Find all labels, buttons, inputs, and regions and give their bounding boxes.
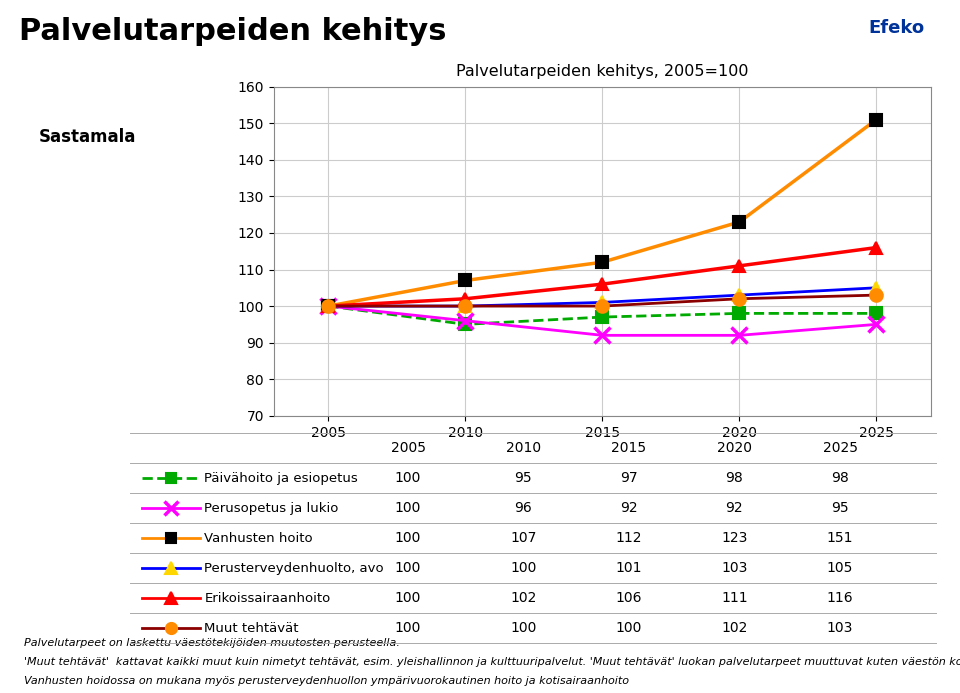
Text: 2005: 2005	[391, 441, 425, 455]
Text: 98: 98	[726, 471, 743, 485]
Text: 2020: 2020	[717, 441, 752, 455]
Text: Perusterveydenhuolto, avo: Perusterveydenhuolto, avo	[204, 561, 384, 574]
Text: Palvelutarpeet on laskettu väestötekijöiden muutosten perusteella.: Palvelutarpeet on laskettu väestötekijöi…	[24, 638, 400, 648]
Text: 105: 105	[827, 561, 853, 575]
Text: 96: 96	[515, 501, 532, 515]
Text: 111: 111	[721, 591, 748, 605]
Text: 95: 95	[515, 471, 532, 485]
Text: Päivähoito ja esiopetus: Päivähoito ja esiopetus	[204, 472, 358, 484]
Text: 97: 97	[620, 471, 637, 485]
Text: 101: 101	[615, 561, 642, 575]
Text: 92: 92	[726, 501, 743, 515]
Text: 112: 112	[615, 531, 642, 545]
Text: 2025: 2025	[823, 441, 857, 455]
Title: Palvelutarpeiden kehitys, 2005=100: Palvelutarpeiden kehitys, 2005=100	[456, 64, 749, 78]
Text: Vanhusten hoidossa on mukana myös perusterveydenhuollon ympärivuorokautinen hoit: Vanhusten hoidossa on mukana myös perust…	[24, 676, 629, 686]
Text: 98: 98	[831, 471, 849, 485]
Text: Palvelutarpeiden kehitys: Palvelutarpeiden kehitys	[19, 17, 446, 46]
Text: Muut tehtävät: Muut tehtävät	[204, 622, 299, 635]
FancyBboxPatch shape	[0, 58, 959, 684]
Text: 116: 116	[827, 591, 853, 605]
Text: 100: 100	[395, 531, 421, 545]
Text: 'Muut tehtävät'  kattavat kaikki muut kuin nimetyt tehtävät, esim. yleishallinno: 'Muut tehtävät' kattavat kaikki muut kui…	[24, 657, 960, 667]
Text: 102: 102	[721, 621, 748, 635]
Text: 100: 100	[395, 591, 421, 605]
Text: 103: 103	[721, 561, 748, 575]
Text: 100: 100	[395, 471, 421, 485]
Text: Perusopetus ja lukio: Perusopetus ja lukio	[204, 502, 339, 515]
Text: 100: 100	[395, 501, 421, 515]
Text: 102: 102	[510, 591, 537, 605]
Text: 100: 100	[510, 561, 537, 575]
Text: 107: 107	[510, 531, 537, 545]
Text: Sastamala: Sastamala	[38, 128, 135, 146]
Text: 106: 106	[615, 591, 642, 605]
Text: Vanhusten hoito: Vanhusten hoito	[204, 532, 313, 545]
Text: 100: 100	[615, 621, 642, 635]
Text: 100: 100	[510, 621, 537, 635]
Text: 151: 151	[827, 531, 853, 545]
Text: 123: 123	[721, 531, 748, 545]
Text: 100: 100	[395, 561, 421, 575]
Text: Erikoissairaanhoito: Erikoissairaanhoito	[204, 592, 331, 604]
Text: 2010: 2010	[506, 441, 540, 455]
Text: 2015: 2015	[612, 441, 646, 455]
Text: 103: 103	[827, 621, 853, 635]
Text: 95: 95	[831, 501, 849, 515]
Text: Efeko: Efeko	[869, 19, 924, 37]
Text: 92: 92	[620, 501, 637, 515]
Text: 100: 100	[395, 621, 421, 635]
